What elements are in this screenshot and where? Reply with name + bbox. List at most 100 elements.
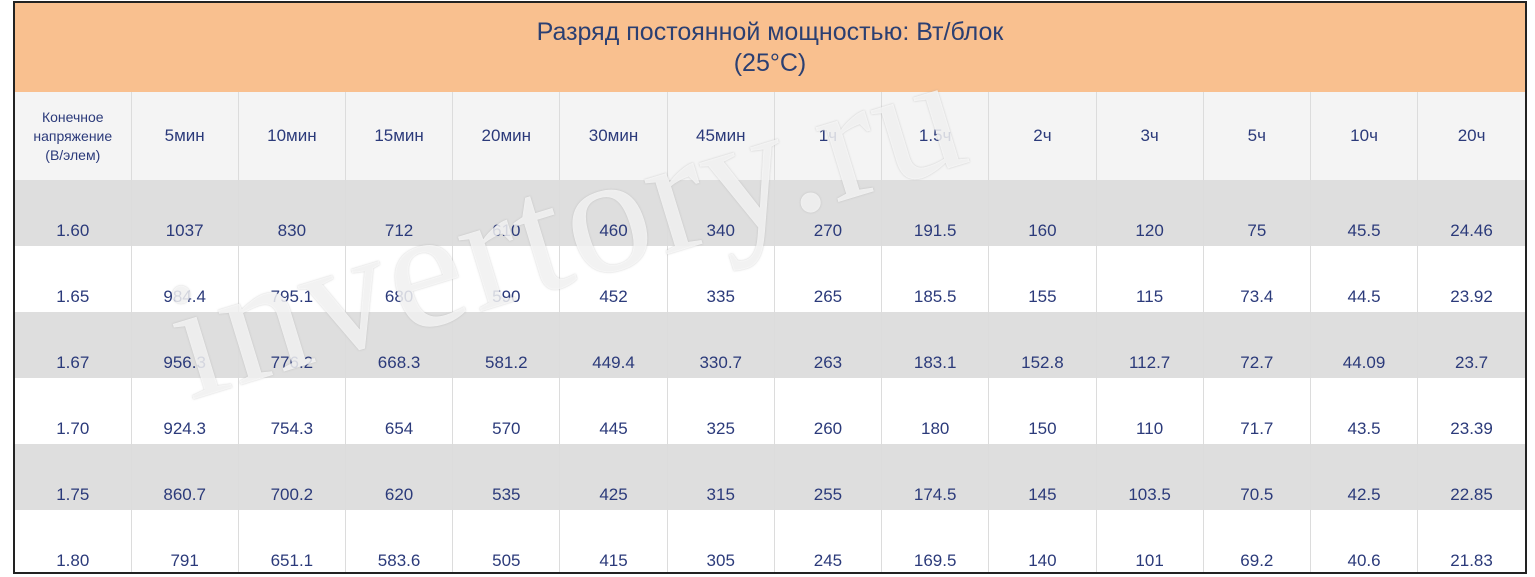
power-value-cell: 45.5 bbox=[1310, 180, 1419, 246]
power-value-cell: 583.6 bbox=[345, 510, 454, 572]
power-value-cell: 984.4 bbox=[131, 246, 239, 312]
power-value-cell: 245 bbox=[774, 510, 883, 572]
power-value-cell: 535 bbox=[452, 444, 561, 510]
column-header-row: Конечное напряжение (В/элем) 5мин 10мин 15… bbox=[15, 92, 1525, 180]
power-value-cell: 860.7 bbox=[131, 444, 239, 510]
column-header: 10ч bbox=[1310, 92, 1419, 180]
power-value-cell: 335 bbox=[667, 246, 775, 312]
power-value-cell: 183.1 bbox=[881, 312, 990, 378]
power-value-cell: 73.4 bbox=[1203, 246, 1311, 312]
power-value-cell: 325 bbox=[667, 378, 775, 444]
power-value-cell: 315 bbox=[667, 444, 775, 510]
power-value-cell: 754.3 bbox=[238, 378, 346, 444]
power-value-cell: 1037 bbox=[131, 180, 239, 246]
power-value-cell: 140 bbox=[988, 510, 1097, 572]
voltage-cell: 1.75 bbox=[15, 444, 132, 510]
voltage-header-line: напряжение bbox=[33, 127, 113, 144]
power-value-cell: 712 bbox=[345, 180, 454, 246]
power-value-cell: 956.3 bbox=[131, 312, 239, 378]
voltage-cell: 1.70 bbox=[15, 378, 132, 444]
power-value-cell: 23.92 bbox=[1417, 246, 1525, 312]
column-header: 20мин bbox=[452, 92, 561, 180]
power-value-cell: 795.1 bbox=[238, 246, 346, 312]
power-value-cell: 680 bbox=[345, 246, 454, 312]
power-value-cell: 791 bbox=[131, 510, 239, 572]
power-value-cell: 776.2 bbox=[238, 312, 346, 378]
power-value-cell: 75 bbox=[1203, 180, 1311, 246]
table-title-banner: Разряд постоянной мощностью: Вт/блок (25… bbox=[15, 3, 1525, 92]
power-value-cell: 191.5 bbox=[881, 180, 990, 246]
voltage-header-line: (В/элем) bbox=[45, 146, 101, 163]
power-value-cell: 260 bbox=[774, 378, 883, 444]
power-value-cell: 101 bbox=[1096, 510, 1204, 572]
power-value-cell: 570 bbox=[452, 378, 561, 444]
power-value-cell: 620 bbox=[345, 444, 454, 510]
power-value-cell: 668.3 bbox=[345, 312, 454, 378]
column-header: 5ч bbox=[1203, 92, 1311, 180]
power-value-cell: 42.5 bbox=[1310, 444, 1419, 510]
power-value-cell: 460 bbox=[559, 180, 668, 246]
column-header: 15мин bbox=[345, 92, 454, 180]
power-value-cell: 263 bbox=[774, 312, 883, 378]
table-row: 1.70 924.3 754.3 654 570 445 325 260 180 150 110 71… bbox=[15, 378, 1525, 444]
table-row: 1.67 956.3 776.2 668.3 581.2 449.4 330.7 263 183… bbox=[15, 312, 1525, 378]
power-value-cell: 590 bbox=[452, 246, 561, 312]
power-value-cell: 23.7 bbox=[1417, 312, 1525, 378]
power-value-cell: 505 bbox=[452, 510, 561, 572]
power-value-cell: 449.4 bbox=[559, 312, 668, 378]
power-value-cell: 445 bbox=[559, 378, 668, 444]
power-value-cell: 265 bbox=[774, 246, 883, 312]
power-value-cell: 22.85 bbox=[1417, 444, 1525, 510]
table-row: 1.65 984.4 795.1 680 590 452 335 265 185.5 155 115… bbox=[15, 246, 1525, 312]
column-header: 10мин bbox=[238, 92, 346, 180]
column-header: 20ч bbox=[1417, 92, 1525, 180]
power-value-cell: 115 bbox=[1096, 246, 1204, 312]
power-value-cell: 654 bbox=[345, 378, 454, 444]
power-value-cell: 610 bbox=[452, 180, 561, 246]
column-header: 2ч bbox=[988, 92, 1097, 180]
power-value-cell: 71.7 bbox=[1203, 378, 1311, 444]
power-value-cell: 69.2 bbox=[1203, 510, 1311, 572]
power-value-cell: 110 bbox=[1096, 378, 1204, 444]
table-row: 1.75 860.7 700.2 620 535 425 315 255 174.5 145 103… bbox=[15, 444, 1525, 510]
column-header: 30мин bbox=[559, 92, 668, 180]
table-row: 1.60 1037 830 712 610 460 340 270 191.5 160 120 75 4… bbox=[15, 180, 1525, 246]
table-subtitle: (25°C) bbox=[733, 48, 807, 77]
power-value-cell: 40.6 bbox=[1310, 510, 1419, 572]
voltage-column-header: Конечное напряжение (В/элем) bbox=[15, 92, 132, 180]
power-value-cell: 120 bbox=[1096, 180, 1204, 246]
power-value-cell: 145 bbox=[988, 444, 1097, 510]
power-value-cell: 43.5 bbox=[1310, 378, 1419, 444]
discharge-table: Конечное напряжение (В/элем) 5мин 10мин 15… bbox=[15, 92, 1525, 572]
power-value-cell: 340 bbox=[667, 180, 775, 246]
power-value-cell: 270 bbox=[774, 180, 883, 246]
power-value-cell: 44.5 bbox=[1310, 246, 1419, 312]
power-value-cell: 830 bbox=[238, 180, 346, 246]
power-value-cell: 924.3 bbox=[131, 378, 239, 444]
power-value-cell: 169.5 bbox=[881, 510, 990, 572]
power-value-cell: 425 bbox=[559, 444, 668, 510]
power-value-cell: 255 bbox=[774, 444, 883, 510]
power-value-cell: 415 bbox=[559, 510, 668, 572]
power-value-cell: 112.7 bbox=[1096, 312, 1204, 378]
column-header: 3ч bbox=[1096, 92, 1204, 180]
power-value-cell: 330.7 bbox=[667, 312, 775, 378]
column-header: 1.5ч bbox=[881, 92, 990, 180]
voltage-cell: 1.67 bbox=[15, 312, 132, 378]
power-value-cell: 103.5 bbox=[1096, 444, 1204, 510]
power-value-cell: 72.7 bbox=[1203, 312, 1311, 378]
power-value-cell: 305 bbox=[667, 510, 775, 572]
column-header: 45мин bbox=[667, 92, 775, 180]
table-frame: Разряд постоянной мощностью: Вт/блок (25… bbox=[13, 1, 1527, 574]
power-value-cell: 700.2 bbox=[238, 444, 346, 510]
column-header: 1ч bbox=[774, 92, 883, 180]
power-value-cell: 160 bbox=[988, 180, 1097, 246]
power-value-cell: 24.46 bbox=[1417, 180, 1525, 246]
power-value-cell: 651.1 bbox=[238, 510, 346, 572]
voltage-header-line: Конечное bbox=[41, 108, 104, 125]
table-title: Разряд постоянной мощностью: Вт/блок bbox=[536, 17, 1004, 46]
table-row: 1.80 791 651.1 583.6 505 415 305 245 169.5 140 101… bbox=[15, 510, 1525, 572]
power-value-cell: 44.09 bbox=[1310, 312, 1419, 378]
power-value-cell: 152.8 bbox=[988, 312, 1097, 378]
power-value-cell: 150 bbox=[988, 378, 1097, 444]
